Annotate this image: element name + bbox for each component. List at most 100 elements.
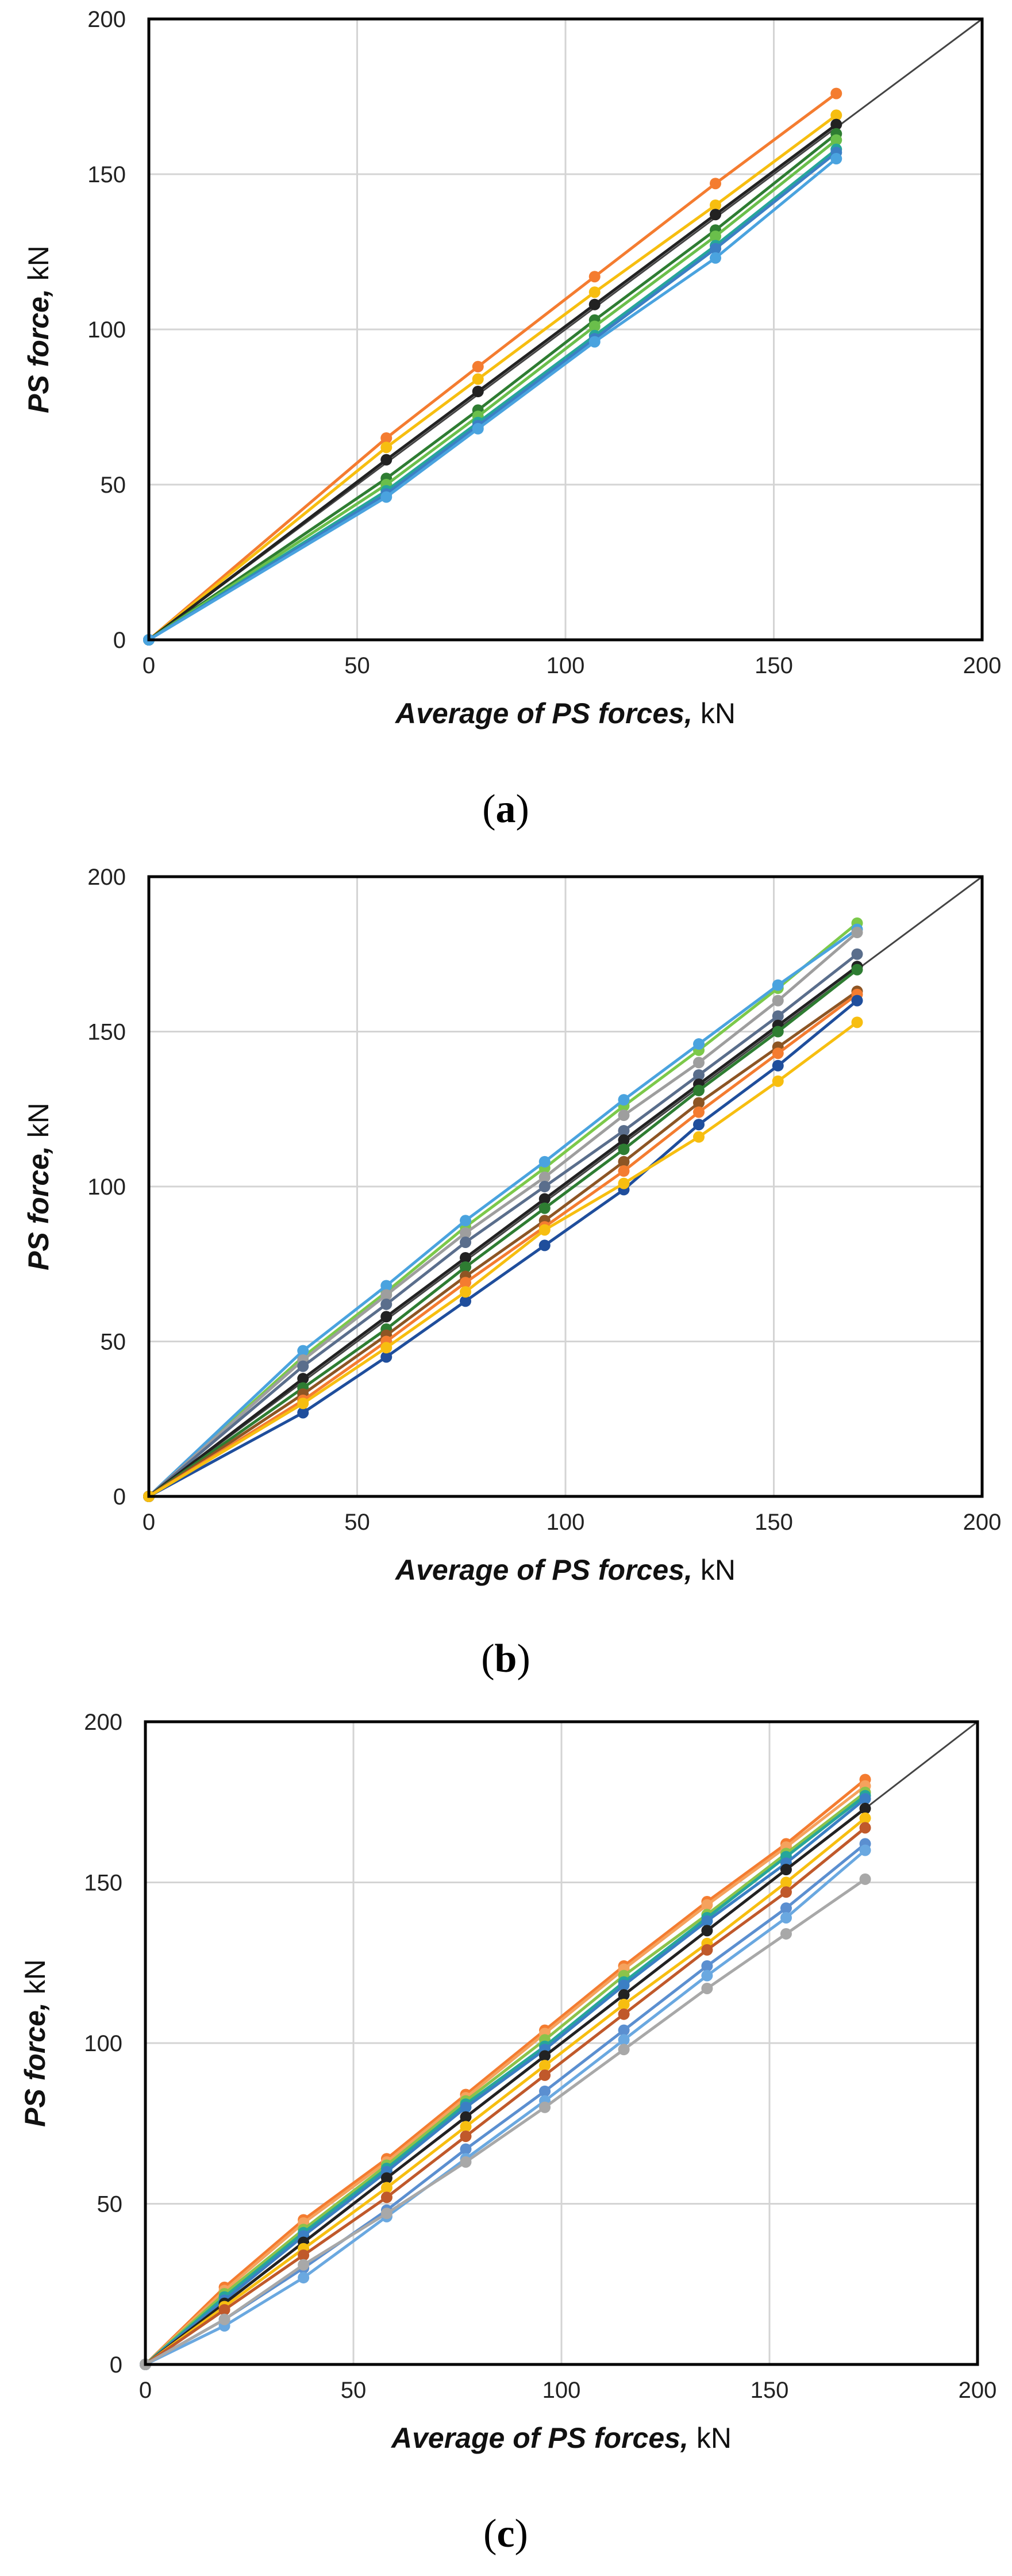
data-point (618, 2034, 630, 2046)
x-tick-label: 150 (751, 2378, 789, 2403)
data-point (618, 2044, 630, 2056)
data-point (539, 2069, 551, 2081)
y-tick-label: 100 (84, 2031, 122, 2056)
data-point (380, 2208, 393, 2220)
data-point (693, 1084, 705, 1096)
data-point (539, 2101, 551, 2113)
data-point (693, 1119, 705, 1131)
data-point (830, 109, 842, 121)
y-tick-label: 200 (87, 865, 126, 890)
data-point (460, 1261, 471, 1273)
data-point (460, 1295, 471, 1307)
data-point (618, 1979, 630, 1991)
data-point (460, 1277, 471, 1289)
data-point (297, 1373, 309, 1385)
data-point (538, 1171, 551, 1183)
data-point (538, 1239, 551, 1251)
x-tick-label: 0 (143, 1510, 155, 1535)
data-point (380, 1351, 393, 1363)
data-point (710, 209, 721, 221)
panel-label: (c) (483, 2512, 528, 2556)
data-point (780, 1928, 792, 1940)
data-point (218, 2304, 230, 2316)
data-point (380, 1280, 393, 1292)
data-point (472, 386, 484, 397)
data-point (780, 1911, 792, 1924)
series-line (144, 1817, 867, 2366)
data-point (472, 360, 484, 373)
x-tick-label: 50 (341, 2378, 367, 2403)
y-tick-label: 150 (87, 1020, 126, 1045)
data-point (297, 1398, 309, 1410)
x-tick-label: 200 (959, 2378, 997, 2403)
y-tick-label: 200 (84, 1710, 122, 1735)
series-brown (140, 1822, 871, 2370)
series-gray (140, 1873, 871, 2370)
x-tick-label: 200 (963, 653, 1002, 678)
data-point (701, 1982, 713, 1994)
data-point (460, 1215, 471, 1227)
series-line (144, 1798, 867, 2366)
series-line (148, 158, 837, 642)
y-tick-label: 50 (101, 473, 126, 498)
panel-b: 0 50 100 150 200 0 50 100 150 200 Average of PS fo… (22, 865, 1001, 1681)
x-tick-label: 100 (542, 2378, 581, 2403)
data-point (859, 1844, 871, 1856)
series-line (144, 1784, 867, 2366)
data-point (772, 1047, 784, 1059)
panel-a: 0 50 100 150 200 0 50 100 150 200 Average of PS fo… (22, 7, 1001, 831)
data-point (710, 252, 721, 264)
y-tick-label: 200 (87, 7, 126, 32)
x-tick-label: 150 (755, 1510, 793, 1535)
data-point (618, 1155, 630, 1168)
y-tick-label: 0 (110, 2352, 122, 2378)
data-point (701, 1944, 713, 1956)
y-tick-label: 100 (87, 1174, 126, 1200)
data-point (538, 1193, 551, 1205)
y-tick-label: 150 (87, 162, 126, 187)
x-tick-label: 150 (755, 653, 793, 678)
panel-c: 0 50 100 150 200 0 50 100 150 200 Average of PS fo… (19, 1710, 996, 2556)
data-point (851, 1016, 863, 1028)
data-point (380, 432, 393, 444)
plot-border (147, 17, 984, 642)
panel-label: (b) (481, 1637, 530, 1681)
data-point (618, 2008, 630, 2020)
series-line (148, 148, 837, 642)
data-point (538, 1155, 551, 1168)
data-point (780, 1902, 792, 1914)
data-point (460, 2121, 472, 2133)
series-line (144, 1791, 867, 2366)
data-point (618, 1094, 630, 1106)
data-point (380, 2182, 393, 2194)
data-point (460, 1237, 471, 1249)
data-point (830, 134, 842, 146)
data-point (772, 979, 784, 991)
data-point (588, 286, 601, 298)
x-axis-title: Average of PS forces, kN (390, 2422, 732, 2454)
series-navy (143, 995, 863, 1502)
y-tick-label: 0 (113, 628, 126, 653)
data-point (380, 2191, 393, 2203)
data-point (772, 1059, 784, 1072)
x-axis-title: Average of PS forces, kN (394, 1554, 736, 1586)
data-point (538, 1181, 551, 1192)
data-point (460, 1251, 471, 1264)
data-point (380, 491, 393, 503)
data-point (701, 1899, 713, 1911)
data-point (618, 1998, 630, 2010)
data-point (460, 2143, 472, 2155)
series-line (144, 1878, 866, 2366)
data-point (710, 178, 721, 190)
data-point (701, 1925, 713, 1937)
data-point (472, 373, 484, 385)
data-point (380, 442, 393, 454)
data-point (693, 1069, 705, 1081)
series-line (148, 132, 837, 642)
data-point (710, 199, 721, 211)
data-point (859, 1812, 871, 1824)
data-point (380, 2172, 393, 2184)
data-point (859, 1793, 871, 1805)
data-point (297, 1345, 309, 1357)
